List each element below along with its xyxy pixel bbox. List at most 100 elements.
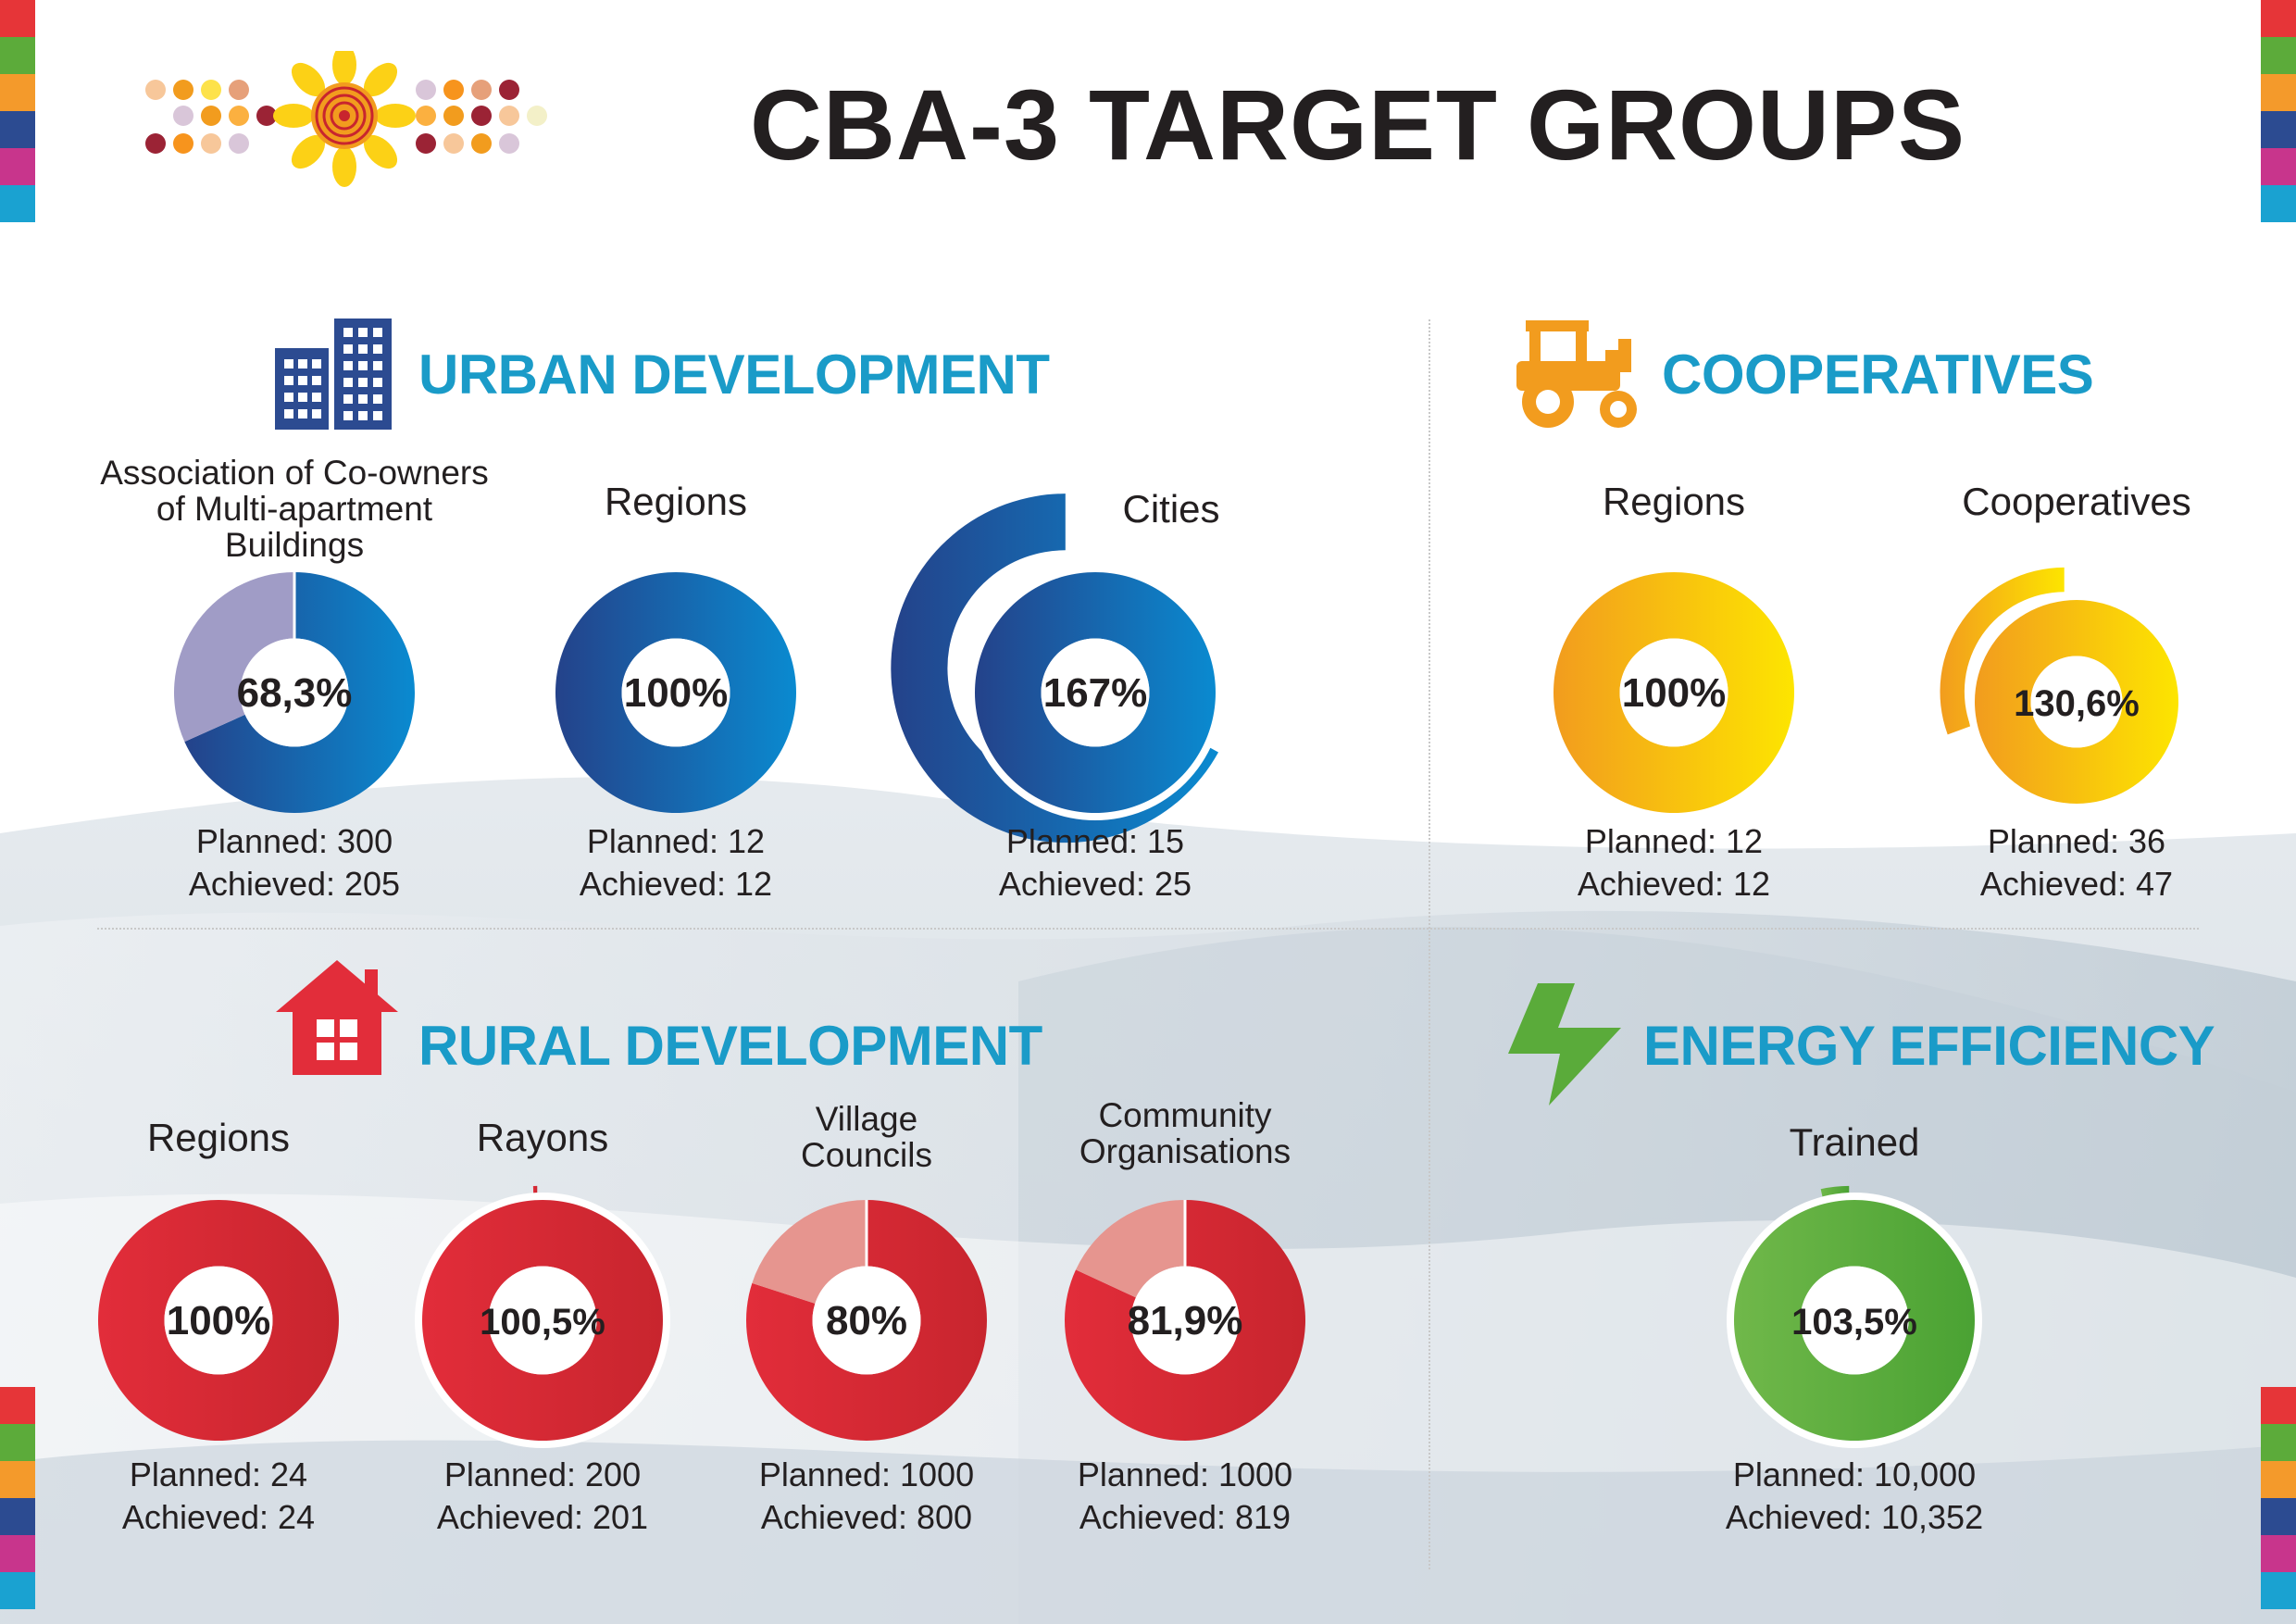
side-strip-color-6	[0, 1572, 35, 1609]
planned-value: Planned: 1000	[758, 1455, 975, 1493]
donut-achieved-segment	[1065, 1200, 1306, 1441]
donut-achieved-segment	[1553, 572, 1794, 813]
category-label: Regions	[1602, 480, 1746, 523]
side-strip-color-1	[2261, 0, 2296, 37]
side-strip-top-right	[2261, 0, 2296, 222]
percent-label: 130,6%	[2014, 683, 2140, 724]
side-strip-color-5	[2261, 148, 2296, 185]
side-strip-color-5	[0, 148, 35, 185]
donut-achieved-segment	[421, 1200, 663, 1441]
house-icon	[276, 960, 398, 1075]
donut-overflow-segment	[1940, 567, 2065, 735]
planned-achieved: Planned: 12 Achieved: 12	[1442, 820, 1905, 906]
achieved-value: Achieved: 12	[579, 865, 773, 903]
side-strip-color-4	[0, 111, 35, 148]
lightning-icon	[1508, 983, 1621, 1106]
donut-center	[1619, 638, 1728, 747]
building-icon	[275, 319, 392, 430]
percent-label: 100%	[167, 1298, 271, 1343]
achieved-value: Achieved: 205	[188, 865, 401, 903]
percent-label: 81,9%	[1128, 1298, 1243, 1343]
planned-achieved: Planned: 24 Achieved: 24	[0, 1454, 450, 1539]
percent-label: 167%	[1043, 670, 1148, 716]
planned-achieved: Planned: 1000 Achieved: 800	[635, 1454, 1098, 1539]
donut-remaining-segment	[1076, 1200, 1185, 1298]
tractor-icon	[1516, 320, 1637, 428]
category-label: Cooperatives	[1962, 480, 2191, 523]
planned-achieved: Planned: 15 Achieved: 25	[864, 820, 1327, 906]
section-title-energy: ENERGY EFFICIENCY	[1643, 1015, 2215, 1077]
side-strip-color-6	[2261, 1572, 2296, 1609]
percent-label: 100%	[624, 670, 729, 716]
achieved-value: Achieved: 12	[1577, 865, 1771, 903]
percent-label: 100,5%	[480, 1302, 605, 1343]
side-strip-color-2	[0, 1424, 35, 1461]
donut-center	[621, 638, 730, 747]
sunflower-dots-logo	[145, 51, 547, 187]
side-strip-color-3	[0, 74, 35, 111]
planned-value: Planned: 10,000	[1732, 1455, 1977, 1493]
category-label: Cities	[1122, 487, 1220, 531]
planned-value: Planned: 200	[443, 1455, 642, 1493]
side-strip-color-1	[0, 0, 35, 37]
planned-achieved: Planned: 300 Achieved: 205	[63, 820, 526, 906]
achieved-value: Achieved: 800	[760, 1498, 973, 1536]
planned-achieved: Planned: 200 Achieved: 201	[311, 1454, 774, 1539]
achieved-value: Achieved: 819	[1079, 1498, 1292, 1536]
side-strip-color-1	[2261, 1387, 2296, 1424]
side-strip-color-3	[2261, 1461, 2296, 1498]
page-title: CBA-3 TARGET GROUPS	[750, 69, 1966, 181]
donut-achieved-segment	[97, 1200, 339, 1441]
planned-value: Planned: 12	[586, 822, 766, 860]
planned-value: Planned: 24	[129, 1455, 308, 1493]
horizontal-divider	[97, 928, 2199, 930]
section-title-urban: URBAN DEVELOPMENT	[418, 344, 1050, 406]
donut-overflow-segment	[891, 493, 1219, 843]
donut-center	[488, 1266, 597, 1375]
side-strip-color-2	[0, 37, 35, 74]
side-strip-bottom-left	[0, 1387, 35, 1609]
planned-value: Planned: 1000	[1077, 1455, 1293, 1493]
category-label: Association of Co-owners of Multi-apartme…	[100, 454, 489, 564]
category-label: Regions	[604, 480, 748, 523]
donut-achieved-segment	[1974, 600, 2178, 804]
side-strip-top-left	[0, 0, 35, 222]
donut-achieved-segment	[746, 1200, 987, 1441]
side-strip-bottom-right	[2261, 1387, 2296, 1609]
category-label: Trained	[1789, 1120, 1920, 1164]
side-strip-color-1	[0, 1387, 35, 1424]
side-strip-color-4	[0, 1498, 35, 1535]
side-strip-color-4	[2261, 111, 2296, 148]
donut-center	[1800, 1266, 1909, 1375]
planned-achieved: Planned: 10,000 Achieved: 10,352	[1623, 1454, 2086, 1539]
category-label: Village Councils	[801, 1100, 932, 1174]
donut-achieved-segment	[184, 572, 415, 814]
side-strip-color-2	[2261, 37, 2296, 74]
side-strip-color-3	[2261, 74, 2296, 111]
donut-remaining-segment	[173, 572, 294, 743]
planned-value: Planned: 15	[1005, 822, 1185, 860]
donut-achieved-segment	[1733, 1200, 1975, 1441]
donut-center	[812, 1266, 921, 1375]
percent-label: 68,3%	[237, 670, 353, 716]
planned-value: Planned: 300	[195, 822, 393, 860]
planned-achieved: Planned: 1000 Achieved: 819	[954, 1454, 1416, 1539]
planned-value: Planned: 36	[1987, 822, 2166, 860]
side-strip-color-6	[2261, 185, 2296, 222]
achieved-value: Achieved: 47	[1979, 865, 2174, 903]
achieved-value: Achieved: 24	[121, 1498, 316, 1536]
donut-center	[2030, 656, 2123, 748]
planned-achieved: Planned: 12 Achieved: 12	[444, 820, 907, 906]
achieved-value: Achieved: 10,352	[1725, 1498, 1984, 1536]
side-strip-color-5	[2261, 1535, 2296, 1572]
category-label: Rayons	[476, 1116, 609, 1159]
donut-center	[1041, 638, 1150, 747]
